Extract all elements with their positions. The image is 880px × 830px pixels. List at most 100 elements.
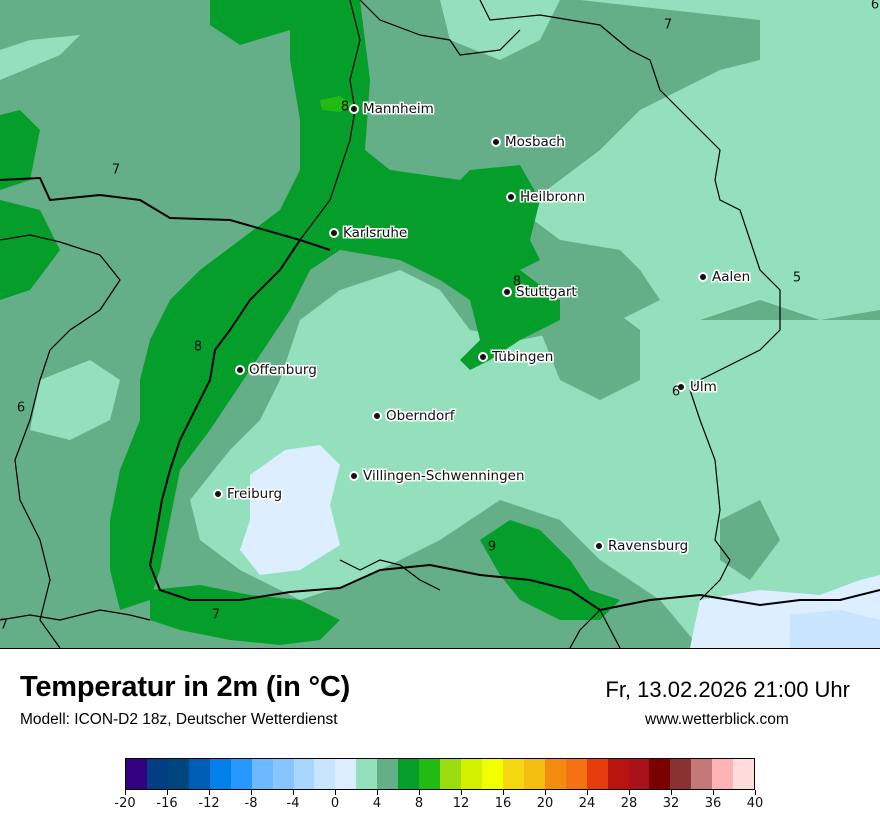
map-title: Temperatur in 2m (in °C) [20,671,351,703]
legend-color-segment [649,759,671,789]
legend-color-segment [230,759,252,789]
city-name: Oberndorf [386,408,455,424]
contour-label: 7 [111,162,121,178]
city-name: Mosbach [505,134,565,150]
contour-label: 6 [671,384,681,400]
city-dot-icon [502,287,512,297]
legend-tick-label: 16 [494,796,512,811]
city-marker: Offenburg [235,362,317,378]
legend-color-segment [586,759,608,789]
legend-color-segment [523,759,545,789]
legend-color-segment [565,759,587,789]
legend-color-segment [670,759,692,789]
legend-tick-label: 24 [578,796,596,811]
contour-label: 5 [792,270,802,286]
city-marker: Mosbach [491,134,565,150]
legend-tick-label: 36 [704,796,722,811]
city-marker: Freiburg [213,486,282,502]
contour-label: 9 [487,539,497,555]
contour-label: 6 [16,400,26,416]
model-source: Modell: ICON-D2 18z, Deutscher Wetterdie… [20,711,338,728]
city-dot-icon [213,489,223,499]
city-dot-icon [506,192,516,202]
legend-tick-label: 4 [372,796,382,811]
city-name: Freiburg [227,486,283,502]
city-name: Stuttgart [516,284,577,300]
legend-color-segment [335,759,357,789]
contour-label: 8 [193,339,203,355]
legend-color-segment [167,759,189,789]
city-name: Ulm [690,379,717,395]
legend-color-segment [502,759,524,789]
temperature-map: Mannheim Mosbach Heilbronn Karlsruhe Aalen St… [0,0,880,649]
legend-color-segment [461,759,482,789]
legend-tick-mark [334,790,336,795]
legend-color-segment [251,759,273,789]
city-dot-icon [349,104,359,114]
legend-tick-label: 32 [662,796,680,811]
contour-label: 8 [340,99,350,115]
legend-color-segment [314,759,336,789]
contour-label: 6 [870,0,880,13]
legend-color-segment [293,759,315,789]
temperature-field [0,0,880,648]
city-dot-icon [478,352,488,362]
city-marker: Villingen-Schwenningen [349,468,525,484]
legend-tick-mark [670,790,672,795]
color-legend-ticks: -20 -16 -12 -8 -4 0 4 8 12 16 20 24 28 32 36 40 [114,790,763,820]
city-marker: Ulm [676,379,717,395]
legend-tick-label: 20 [536,796,554,811]
city-marker: Karlsruhe [329,225,407,241]
legend-tick-mark [376,790,378,795]
city-name: Villingen-Schwenningen [363,468,525,484]
city-dot-icon [349,471,359,481]
legend-tick-mark [754,790,756,795]
legend-tick-label: -20 [114,796,136,811]
contour-label: 8 [512,274,522,290]
website-link[interactable]: www.wetterblick.com [645,711,789,728]
city-marker: Tübingen [478,349,553,365]
city-name: Tübingen [492,349,554,365]
legend-tick-label: -12 [198,796,220,811]
contour-label: 7 [211,607,221,623]
city-name: Karlsruhe [343,225,408,241]
city-name: Heilbronn [520,189,586,205]
contour-label: 7 [0,617,9,633]
city-name: Offenburg [249,362,317,378]
city-marker: Ravensburg [594,538,688,554]
legend-color-segment [272,759,294,789]
color-legend-bar [125,758,755,790]
legend-color-segment [188,759,210,789]
legend-tick-mark [712,790,714,795]
legend-tick-mark [502,790,504,795]
legend-color-segment [712,759,734,789]
legend-tick-label: 0 [330,796,340,811]
city-name: Aalen [712,269,751,285]
city-dot-icon [372,411,382,421]
city-dot-icon [594,541,604,551]
legend-color-segment [398,759,420,789]
legend-tick-mark [124,790,126,795]
legend-color-segment [628,759,650,789]
legend-tick-mark [586,790,588,795]
legend-tick-label: -16 [156,796,178,811]
legend-tick-label: -8 [244,796,258,811]
legend-tick-mark [250,790,252,795]
legend-tick-label: -4 [286,796,300,811]
legend-color-segment [126,759,147,789]
legend-tick-mark [418,790,420,795]
legend-color-segment [544,759,566,789]
legend-tick-label: 12 [452,796,470,811]
legend-color-segment [419,759,441,789]
legend-tick-label: 8 [414,796,424,811]
legend-tick-label: 40 [746,796,764,811]
city-dot-icon [235,365,245,375]
legend-tick-mark [460,790,462,795]
city-marker: Stuttgart [502,284,577,300]
legend-tick-mark [544,790,546,795]
city-name: Mannheim [363,101,434,117]
legend-color-segment [209,759,231,789]
city-name: Ravensburg [608,538,689,554]
legend-color-segment [481,759,503,789]
city-dot-icon [491,137,501,147]
